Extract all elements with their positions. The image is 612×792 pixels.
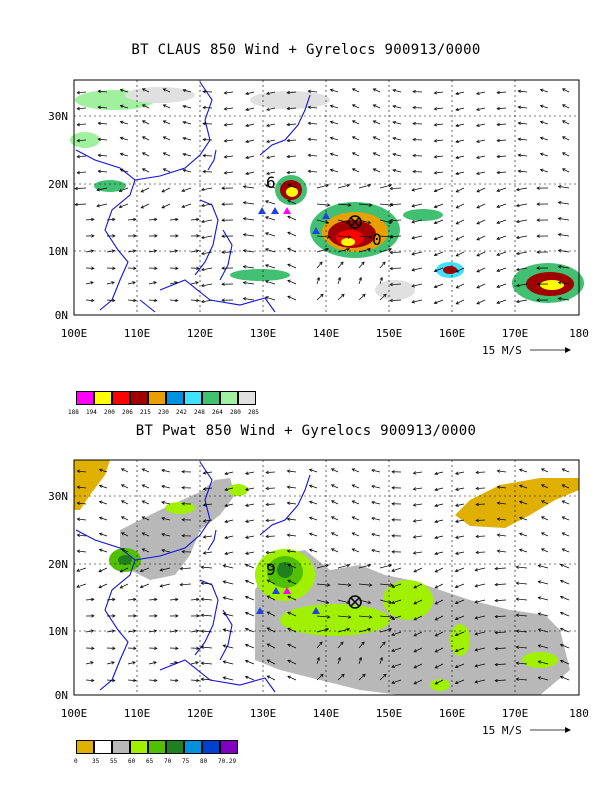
svg-text:100E: 100E xyxy=(61,327,88,340)
svg-text:10N: 10N xyxy=(48,625,68,638)
panel-2-title: BT Pwat 850 Wind + Gyrelocs 900913/0000 xyxy=(135,423,477,439)
legend-swatch xyxy=(238,391,256,405)
legend-swatch xyxy=(148,740,166,754)
svg-text:110E: 110E xyxy=(124,707,151,720)
y-tick-label: 20N xyxy=(48,178,68,191)
legend-label: 70 xyxy=(164,758,172,765)
svg-text:20N: 20N xyxy=(48,558,68,571)
typhoon-symbol-icon: 9 xyxy=(266,560,276,579)
gyre-center-icon xyxy=(348,215,362,229)
legend-swatch xyxy=(112,391,130,405)
svg-text:140E: 140E xyxy=(313,707,340,720)
svg-text:180: 180 xyxy=(569,327,589,340)
legend-label: 80 xyxy=(200,758,208,765)
legend-label: 264 xyxy=(212,409,223,416)
svg-text:120E: 120E xyxy=(187,327,214,340)
svg-text:180: 180 xyxy=(569,707,589,720)
panel-1-title: BT CLAUS 850 Wind + Gyrelocs 900913/0000 xyxy=(131,42,481,58)
legend-swatch xyxy=(148,391,166,405)
legend-swatch xyxy=(94,740,112,754)
legend-label: 206 xyxy=(122,409,133,416)
svg-text:130E: 130E xyxy=(250,327,277,340)
x-axis-labels-2: 100E 110E 120E 130E 140E 150E 160E 170E 180 xyxy=(61,707,589,720)
x-axis-labels: 100E 110E 120E 130E 140E 150E 160E 170E 180 xyxy=(61,327,589,340)
map-frame xyxy=(73,79,580,316)
grid-lines xyxy=(74,80,579,315)
legend-label: 60 xyxy=(128,758,136,765)
legend-label: 188 xyxy=(68,409,79,416)
legend-label: 55 xyxy=(110,758,118,765)
legend-label: 70.29 xyxy=(218,758,237,765)
legend-label: 194 xyxy=(86,409,97,416)
legend-swatch xyxy=(166,391,184,405)
legend-label: 248 xyxy=(194,409,205,416)
panel-2-map: 9 30N 20N 10N 0N 100E 110E 120E 130E 140E 150E … xyxy=(48,459,589,737)
legend-swatch xyxy=(184,391,202,405)
y-axis-labels: 30N 20N 10N 0N xyxy=(48,110,68,322)
legend-label: 65 xyxy=(146,758,154,765)
legend-label: 0 xyxy=(74,758,78,765)
legend-label: 285 xyxy=(248,409,259,416)
legend-label: 280 xyxy=(230,409,241,416)
legend-label: 230 xyxy=(158,409,169,416)
wind-vectors xyxy=(74,88,570,305)
svg-text:150E: 150E xyxy=(376,707,403,720)
legend-swatch xyxy=(130,740,148,754)
y-tick-label: 10N xyxy=(48,245,68,258)
y-axis-labels-2: 30N 20N 10N 0N xyxy=(48,490,68,702)
cloud-shading xyxy=(70,87,584,303)
legend-swatch xyxy=(220,391,238,405)
legend-1-colorbar xyxy=(76,391,256,405)
legend-2-colorbar xyxy=(76,740,238,754)
wind-vectors-2 xyxy=(76,468,570,685)
legend-swatch xyxy=(130,391,148,405)
y-tick-label: 30N xyxy=(48,110,68,123)
svg-text:160E: 160E xyxy=(439,707,466,720)
legend-swatch xyxy=(94,391,112,405)
legend-label: 75 xyxy=(182,758,190,765)
legend-swatch xyxy=(220,740,238,754)
legend-swatch xyxy=(76,740,94,754)
legend-label: 242 xyxy=(176,409,187,416)
legend-swatch xyxy=(202,391,220,405)
legend-swatch xyxy=(166,740,184,754)
wind-ref-label-2: 15 M/S xyxy=(482,724,522,737)
svg-text:0N: 0N xyxy=(55,689,68,702)
typhoon-symbol-icon-2: 0 xyxy=(372,230,382,249)
y-tick-label: 0N xyxy=(55,309,68,322)
grid-lines-2 xyxy=(74,460,579,695)
legend-swatch xyxy=(76,391,94,405)
typhoon-symbol-icon: 6 xyxy=(266,173,276,192)
legend-swatch xyxy=(202,740,220,754)
svg-text:110E: 110E xyxy=(124,327,151,340)
svg-text:170E: 170E xyxy=(502,707,529,720)
legend-label: 35 xyxy=(92,758,100,765)
svg-text:150E: 150E xyxy=(376,327,403,340)
legend-swatch xyxy=(112,740,130,754)
panel-1-map: 6 0 30N 20N 10N 0N 100E 110E 120E 130E 140E… xyxy=(48,79,589,357)
wind-ref-label: 15 M/S xyxy=(482,344,522,357)
legend-swatch xyxy=(184,740,202,754)
svg-text:30N: 30N xyxy=(48,490,68,503)
svg-text:100E: 100E xyxy=(61,707,88,720)
svg-text:160E: 160E xyxy=(439,327,466,340)
pwat-shading xyxy=(74,460,579,695)
svg-text:170E: 170E xyxy=(502,327,529,340)
svg-text:140E: 140E xyxy=(313,327,340,340)
gyre-center-icon xyxy=(348,595,362,609)
storm-markers-2: 9 xyxy=(256,560,362,614)
svg-text:120E: 120E xyxy=(187,707,214,720)
svg-text:130E: 130E xyxy=(250,707,277,720)
legend-label: 200 xyxy=(104,409,115,416)
legend-label: 215 xyxy=(140,409,151,416)
storm-markers: 6 0 xyxy=(258,173,382,249)
